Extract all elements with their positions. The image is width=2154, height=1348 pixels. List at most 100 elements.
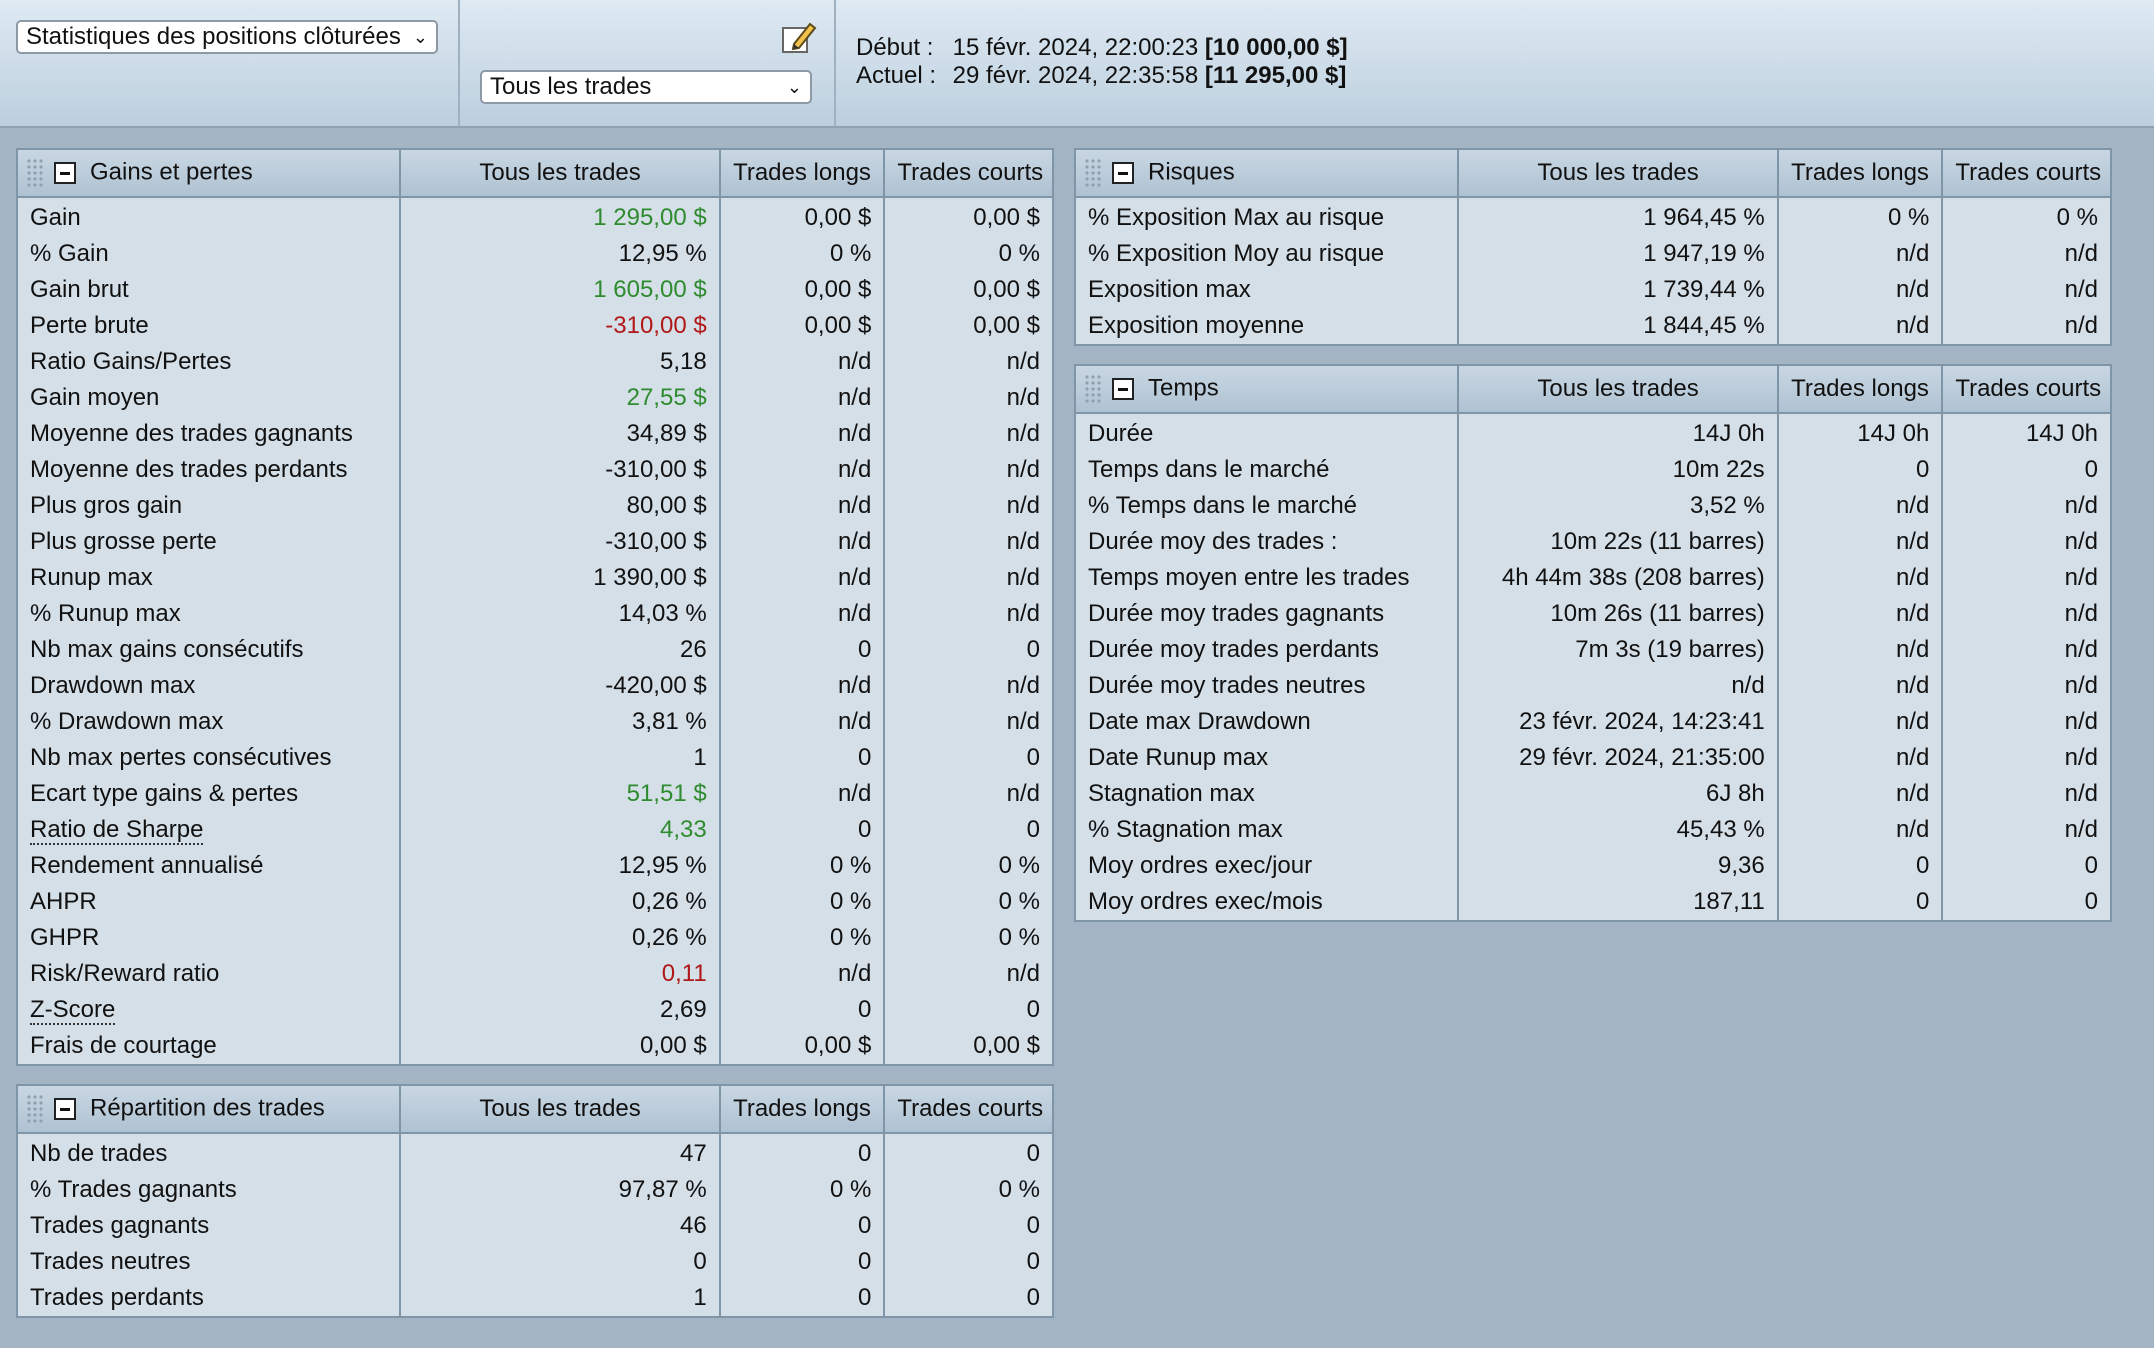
- row-label: Nb max pertes consécutives: [15, 740, 402, 776]
- value-all-trades: -310,00 $: [399, 452, 721, 488]
- value-all-trades: 5,18: [399, 344, 721, 380]
- pencil-icon[interactable]: [780, 18, 818, 56]
- table-row: % Exposition Moy au risque 1 947,19 % n/d n…: [1073, 236, 2112, 272]
- panel-title-cell: Répartition des trades: [15, 1085, 402, 1134]
- column-header: Trades courts: [1941, 365, 2112, 414]
- panel-title-cell: Gains et pertes: [15, 149, 402, 198]
- value-all-trades: 80,00 $: [399, 488, 721, 524]
- value-short-trades: 0: [883, 632, 1054, 668]
- value-all-trades: 1 390,00 $: [399, 560, 721, 596]
- drag-handle-icon[interactable]: [1084, 158, 1102, 188]
- row-label: GHPR: [15, 920, 402, 956]
- row-label: Moy ordres exec/jour: [1073, 848, 1460, 884]
- row-label: Z-Score: [15, 992, 402, 1028]
- current-info: Actuel : 29 févr. 2024, 22:35:58 [11 295…: [856, 62, 1346, 90]
- value-long-trades: n/d: [718, 452, 886, 488]
- panel-header-row: Gains et pertes Tous les trades Trades lon…: [15, 149, 1054, 198]
- row-label: Runup max: [15, 560, 402, 596]
- value-short-trades: n/d: [1941, 812, 2112, 848]
- value-all-trades: 1 605,00 $: [399, 272, 721, 308]
- table-row: Moy ordres exec/jour 9,36 0 0: [1073, 848, 2112, 884]
- start-balance: [10 000,00 $]: [1204, 34, 1348, 61]
- value-all-trades: 0: [399, 1244, 721, 1280]
- table-row: Trades gagnants 46 0 0: [15, 1208, 1054, 1244]
- collapse-icon[interactable]: [1112, 162, 1134, 184]
- value-all-trades: 10m 22s (11 barres): [1457, 524, 1779, 560]
- value-short-trades: 0: [883, 812, 1054, 848]
- row-label: % Runup max: [15, 596, 402, 632]
- table-row: Exposition moyenne 1 844,45 % n/d n/d: [1073, 308, 2112, 345]
- value-short-trades: n/d: [1941, 272, 2112, 308]
- panel-title: Gains et pertes: [90, 158, 253, 186]
- value-all-trades: 1: [399, 1280, 721, 1317]
- drag-handle-icon[interactable]: [26, 1094, 44, 1124]
- collapse-icon[interactable]: [1112, 378, 1134, 400]
- row-label: Nb de trades: [15, 1133, 402, 1172]
- value-long-trades: n/d: [718, 380, 886, 416]
- value-long-trades: 0 %: [718, 920, 886, 956]
- table-row: Perte brute -310,00 $0,00 $0,00 $: [15, 308, 1054, 344]
- value-long-trades: n/d: [1776, 236, 1944, 272]
- value-all-trades: 12,95 %: [399, 236, 721, 272]
- value-long-trades: 0 %: [1776, 197, 1944, 236]
- column-header: Tous les trades: [1457, 365, 1779, 414]
- value-all-trades: 97,87 %: [399, 1172, 721, 1208]
- table-row: Temps dans le marché 10m 22s 0 0: [1073, 452, 2112, 488]
- table-row: Ecart type gains & pertes 51,51 $ n/d n/d: [15, 776, 1054, 812]
- collapse-icon[interactable]: [54, 1098, 76, 1120]
- row-label: % Stagnation max: [1073, 812, 1460, 848]
- value-all-trades: 1 964,45 %: [1457, 197, 1779, 236]
- table-row: Moy ordres exec/mois 187,11 0 0: [1073, 884, 2112, 921]
- panel-title-cell: Temps: [1073, 365, 1460, 414]
- row-label: % Trades gagnants: [15, 1172, 402, 1208]
- value-long-trades: n/d: [1776, 740, 1944, 776]
- value-all-trades: 23 févr. 2024, 14:23:41: [1457, 704, 1779, 740]
- value-long-trades: 0: [1776, 452, 1944, 488]
- table-row: Frais de courtage 0,00 $0,00 $0,00 $: [15, 1028, 1054, 1065]
- row-label: % Drawdown max: [15, 704, 402, 740]
- table-row: Date max Drawdown 23 févr. 2024, 14:23:41…: [1073, 704, 2112, 740]
- value-short-trades: 14J 0h: [1941, 413, 2112, 452]
- table-row: % Exposition Max au risque 1 964,45 % 0 % 0…: [1073, 197, 2112, 236]
- stat-help-link[interactable]: Ratio de Sharpe: [30, 816, 204, 845]
- value-long-trades: n/d: [718, 488, 886, 524]
- collapse-icon[interactable]: [54, 162, 76, 184]
- value-long-trades: n/d: [1776, 272, 1944, 308]
- view-select-value: Statistiques des positions clôturées: [26, 23, 401, 50]
- value-short-trades: n/d: [883, 524, 1054, 560]
- table-row: Durée moy trades neutres n/d n/d n/d: [1073, 668, 2112, 704]
- drag-handle-icon[interactable]: [26, 158, 44, 188]
- value-long-trades: n/d: [1776, 704, 1944, 740]
- table-row: Date Runup max 29 févr. 2024, 21:35:00 n/d…: [1073, 740, 2112, 776]
- value-all-trades: 34,89 $: [399, 416, 721, 452]
- row-label: Durée moy des trades :: [1073, 524, 1460, 560]
- value-all-trades: -310,00 $: [399, 524, 721, 560]
- value-all-trades: 29 févr. 2024, 21:35:00: [1457, 740, 1779, 776]
- drag-handle-icon[interactable]: [1084, 374, 1102, 404]
- trade-filter-select[interactable]: Tous les trades ⌄: [480, 70, 812, 104]
- row-label: Plus grosse perte: [15, 524, 402, 560]
- value-all-trades: 6J 8h: [1457, 776, 1779, 812]
- value-short-trades: 0: [883, 1133, 1054, 1172]
- value-short-trades: 0: [1941, 452, 2112, 488]
- value-all-trades: 10m 22s: [1457, 452, 1779, 488]
- table-row: Nb de trades 47 0 0: [15, 1133, 1054, 1172]
- stat-help-link[interactable]: Z-Score: [30, 996, 116, 1025]
- value-short-trades: n/d: [883, 668, 1054, 704]
- row-label: Ecart type gains & pertes: [15, 776, 402, 812]
- table-row: Gain moyen 27,55 $ n/d n/d: [15, 380, 1054, 416]
- value-long-trades: n/d: [718, 596, 886, 632]
- start-label: Début :: [856, 34, 934, 61]
- table-row: % Runup max 14,03 % n/d n/d: [15, 596, 1054, 632]
- value-short-trades: n/d: [1941, 632, 2112, 668]
- value-long-trades: 0: [718, 740, 886, 776]
- row-label: Plus gros gain: [15, 488, 402, 524]
- toolbar-divider: [834, 0, 836, 126]
- view-select[interactable]: Statistiques des positions clôturées ⌄: [16, 20, 438, 54]
- row-label: Moyenne des trades gagnants: [15, 416, 402, 452]
- table-row: Plus grosse perte -310,00 $ n/d n/d: [15, 524, 1054, 560]
- value-all-trades: 12,95 %: [399, 848, 721, 884]
- table-row: Durée moy des trades :10m 22s (11 barres…: [1073, 524, 2112, 560]
- trade-filter-value: Tous les trades: [490, 73, 652, 100]
- value-all-trades: 46: [399, 1208, 721, 1244]
